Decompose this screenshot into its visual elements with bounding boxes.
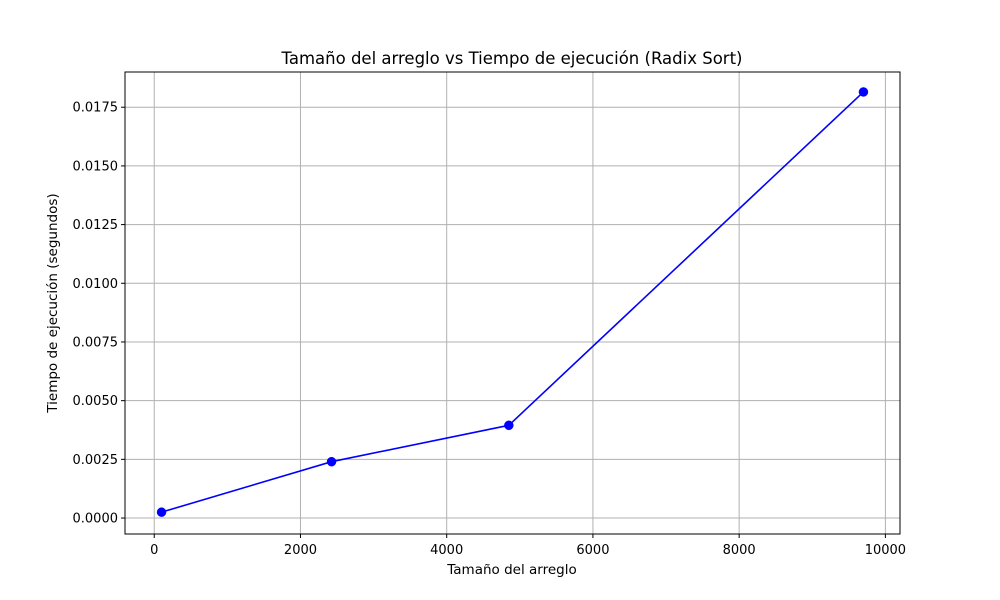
series-layer bbox=[156, 87, 869, 517]
y-tick-label: 0.0075 bbox=[73, 335, 119, 350]
grid bbox=[125, 72, 900, 534]
x-tick-label: 8000 bbox=[723, 543, 756, 558]
data-point bbox=[326, 456, 337, 467]
y-tick-label: 0.0025 bbox=[73, 453, 119, 468]
y-tick-label: 0.0150 bbox=[73, 159, 119, 174]
x-tick-label: 4000 bbox=[430, 543, 463, 558]
x-tick-label: 10000 bbox=[865, 543, 906, 558]
y-tick-label: 0.0125 bbox=[73, 218, 119, 233]
x-axis-label: Tamaño del arreglo bbox=[446, 562, 576, 578]
x-axis-ticks: 0 2000 4000 6000 8000 10000 bbox=[150, 534, 906, 558]
data-point bbox=[858, 87, 869, 97]
data-point bbox=[156, 507, 167, 517]
plot-frame bbox=[124, 71, 901, 535]
y-axis-label: Tiempo de ejecución (segundos) bbox=[45, 193, 61, 413]
y-tick-label: 0.0050 bbox=[73, 394, 119, 409]
y-tick-label: 0.0175 bbox=[73, 101, 119, 116]
chart-title: Tamaño del arreglo vs Tiempo de ejecució… bbox=[281, 49, 743, 68]
series-line bbox=[161, 91, 864, 513]
x-tick-label: 0 bbox=[150, 543, 158, 558]
y-axis-ticks: 0.0000 0.0025 0.0050 0.0075 0.0100 0.0125 0.01… bbox=[73, 101, 125, 527]
x-tick-label: 2000 bbox=[284, 543, 317, 558]
data-point bbox=[504, 420, 514, 431]
x-tick-label: 6000 bbox=[576, 543, 609, 558]
y-tick-label: 0.0000 bbox=[73, 512, 119, 527]
y-tick-label: 0.0100 bbox=[73, 277, 119, 292]
